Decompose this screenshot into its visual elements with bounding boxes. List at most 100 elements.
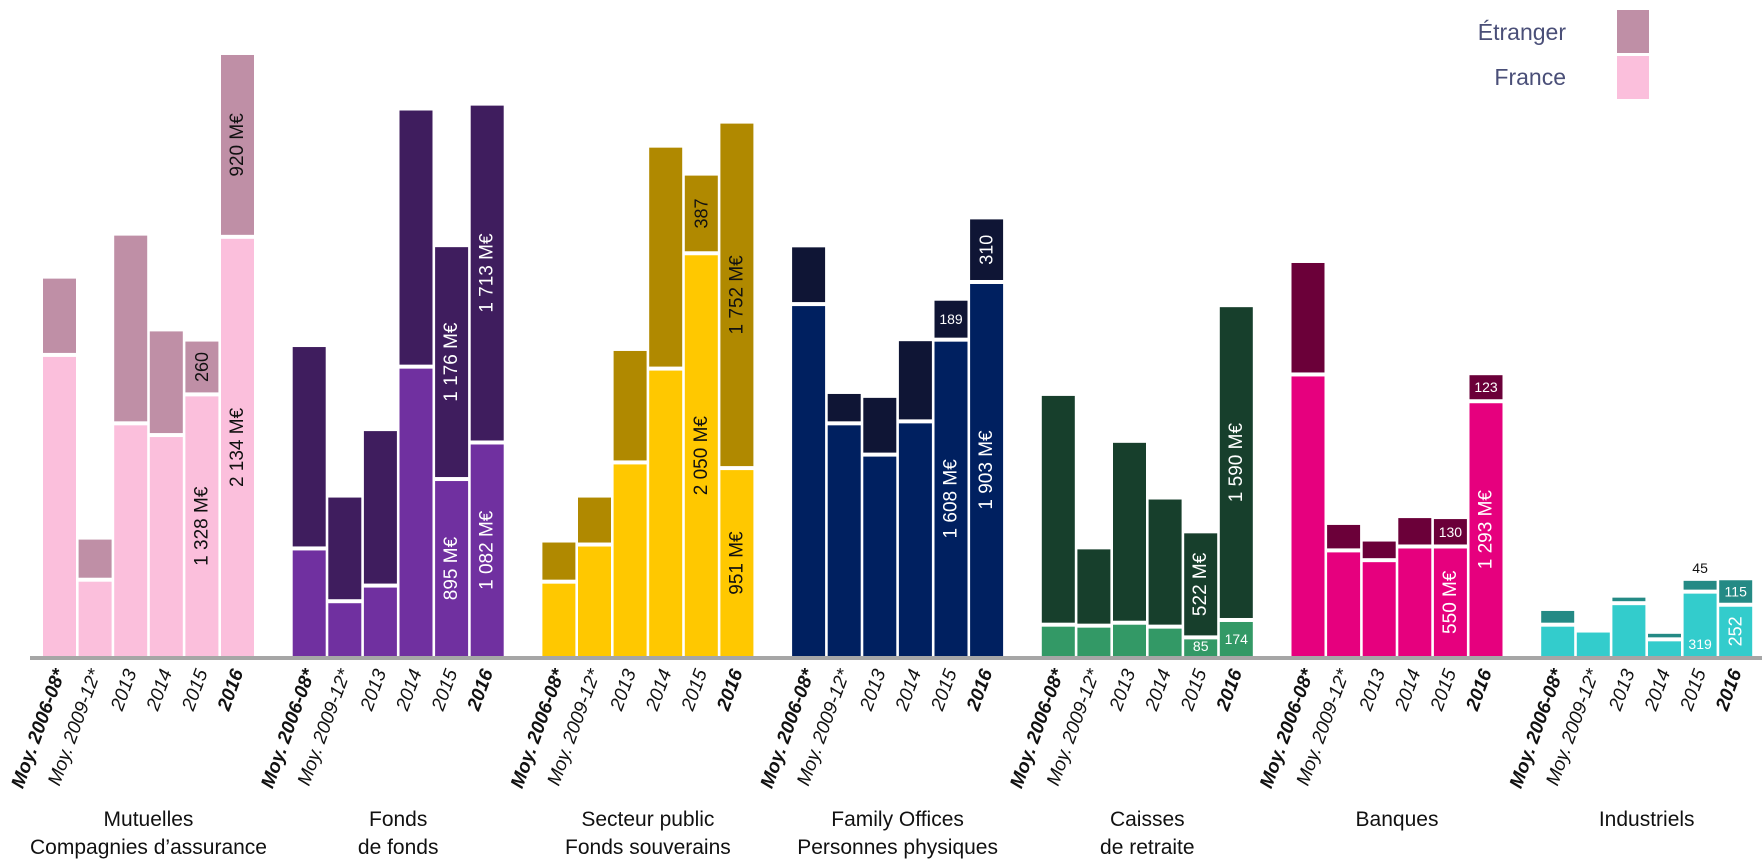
bar-secteur-public-moy-2009-12-etranger [578,497,611,543]
x-tick-label-industriels-2013: 2013 [1605,666,1640,714]
bar-caisses-2013-france [1113,624,1146,656]
data-label-caisses-2016-france: 174 [1225,631,1249,647]
legend-swatch-etranger [1617,10,1649,53]
bar-caisses-2016-france [1219,621,1253,656]
group-label-fonds-line-2: de fonds [358,836,439,859]
data-label-family-offices-2015-france: 1 608 M€ [941,459,962,539]
bar-industriels-moy-2006-08-etranger [1541,610,1575,623]
bar-banques-2016-etranger [1469,375,1503,400]
bar-fonds-2015-etranger [435,247,469,478]
bar-industriels-moy-2006-08-france [1541,626,1575,656]
bar-fonds-2014-etranger [399,110,433,365]
bar-family-offices-2015-etranger [934,300,968,338]
x-tick-label-banques-2016: 2016 [1462,666,1497,714]
bar-family-offices-2016-france [970,283,1004,656]
data-label-caisses-2015-france: 85 [1193,638,1209,654]
bar-mutuelles-moy-2006-08-france [43,356,76,656]
legend-label-etranger: Étranger [1478,19,1567,45]
bar-banques-moy-2006-08-etranger [1291,262,1325,373]
x-tick-label-family-offices-2014: 2014 [892,667,927,715]
bar-mutuelles-2013-france [114,425,148,656]
x-tick-label-secteur-public-2013: 2013 [606,666,641,714]
x-tick-label-caisses-2015: 2015 [1177,666,1212,714]
x-tick-label-industriels-2014: 2014 [1641,667,1676,715]
group-label-secteur-public-line-1: Secteur public [581,808,714,831]
legend-label-france: France [1494,64,1566,90]
bar-family-offices-moy-2006-08-france [792,306,826,656]
bar-secteur-public-2015-france [684,255,718,657]
data-label-secteur-public-2016-france: 951 M€ [726,531,747,595]
bar-fonds-2014-france [399,368,433,656]
bar-industriels-2016-france [1719,606,1753,656]
bar-caisses-moy-2006-08-etranger [1041,395,1075,623]
bar-caisses-moy-2009-12-france [1077,627,1111,656]
bar-mutuelles-2013-etranger [114,235,148,422]
data-label-fonds-2016-etranger: 1 713 M€ [477,233,498,313]
x-tick-label-fonds-2015: 2015 [428,666,463,714]
x-tick-label-fonds-2013: 2013 [357,666,392,714]
x-tick-label-family-offices-2016: 2016 [963,666,998,714]
bar-banques-moy-2006-08-france [1291,376,1325,656]
bar-fonds-2016-etranger [470,105,504,441]
bar-secteur-public-moy-2006-08-etranger [542,542,576,580]
bar-secteur-public-2016-france [720,470,754,656]
x-tick-label-caisses-2016: 2016 [1212,666,1247,714]
group-label-industriels-line-1: Industriels [1599,808,1695,831]
group-label-family-offices-line-1: Family Offices [831,808,964,831]
data-label-banques-2016-etranger: 123 [1474,379,1498,395]
bar-secteur-public-moy-2009-12-france [578,546,611,656]
bar-mutuelles-2015-etranger [185,341,219,393]
group-label-secteur-public-line-2: Fonds souverains [565,836,731,859]
bar-industriels-2014-france [1648,641,1681,656]
bar-mutuelles-moy-2009-12-france [78,581,112,656]
x-tick-label-banques-2015: 2015 [1427,666,1462,714]
bar-industriels-2014-etranger [1648,633,1681,638]
bar-industriels-moy-2009-12-france [1576,632,1610,656]
legend: Étranger France [1478,10,1649,99]
bar-fonds-moy-2009-12-etranger [328,497,362,600]
bar-family-offices-moy-2009-12-france [827,425,861,656]
bar-banques-2013-etranger [1362,541,1396,559]
x-tick-label-mutuelles-2014: 2014 [142,667,177,715]
bar-fonds-moy-2009-12-france [328,603,362,656]
bar-fonds-moy-2006-08-france [292,550,326,656]
data-label-family-offices-2015-etranger: 189 [939,311,963,327]
x-tick-label-mutuelles-2015: 2015 [178,666,213,714]
bar-industriels-2016-etranger [1719,580,1753,603]
group-label-caisses-line-1: Caisses [1110,808,1185,831]
bar-industriels-2013-france [1612,605,1646,656]
bar-mutuelles-2016-france [221,238,254,657]
bar-banques-2015-france [1433,548,1467,656]
bar-fonds-2013-france [363,587,397,656]
bar-fonds-moy-2006-08-etranger [292,347,326,547]
data-label-mutuelles-2016-etranger: 920 M€ [227,113,248,177]
x-tick-label-secteur-public-2016: 2016 [713,666,748,714]
x-tick-label-fonds-2016: 2016 [463,666,498,714]
bar-caisses-2016-etranger [1219,307,1253,618]
bar-banques-2014-etranger [1398,518,1432,545]
bar-secteur-public-2014-etranger [649,147,683,367]
data-label-banques-2015-etranger: 130 [1439,524,1463,540]
data-label-family-offices-2016-etranger: 310 [977,235,997,265]
bar-banques-2015-etranger [1433,519,1467,545]
data-label-industriels-2016-etranger: 115 [1725,583,1748,599]
bar-caisses-2014-etranger [1148,499,1182,625]
bar-caisses-2015-etranger [1184,533,1218,636]
data-label-banques-2016-france: 1 293 M€ [1476,490,1497,570]
bar-secteur-public-2016-etranger [720,123,754,467]
bar-family-offices-2016-etranger [970,219,1004,280]
x-tick-label-mutuelles-2016: 2016 [214,666,249,714]
data-label-industriels-2016-france: 252 [1726,616,1746,646]
group-label-fonds-line-1: Fonds [369,808,427,831]
x-tick-label-industriels-2015: 2015 [1676,666,1711,714]
data-label-secteur-public-2015-france: 2 050 M€ [691,416,712,496]
x-tick-label-caisses-2013: 2013 [1106,666,1141,714]
x-tick-label-secteur-public-2014: 2014 [642,667,677,715]
data-label-banques-2015-france: 550 M€ [1440,570,1461,634]
bar-banques-moy-2009-12-etranger [1327,524,1361,549]
group-label-caisses-line-2: de retraite [1100,836,1195,859]
data-label-fonds-2016-france: 1 082 M€ [477,510,498,590]
bar-mutuelles-2016-etranger [221,54,254,235]
bar-fonds-2015-france [435,481,469,656]
data-label-mutuelles-2015-france: 1 328 M€ [191,486,212,566]
